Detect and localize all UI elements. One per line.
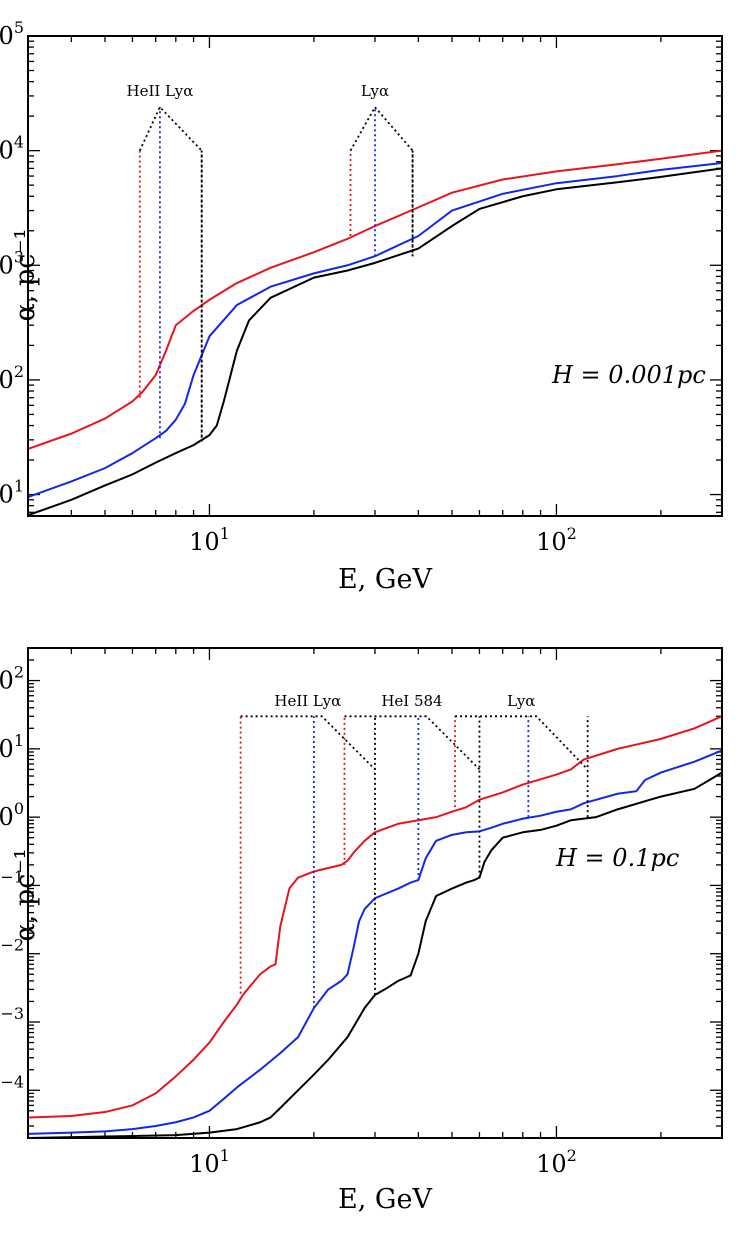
y-tick-label: 10−3 (0, 1004, 24, 1036)
marker-label: HeII Lyα (126, 82, 193, 100)
marker-label: HeII Lyα (274, 692, 341, 710)
tick-labels: 101 102 101 102 103 104 105 (0, 18, 577, 556)
line-markers: HeII Lyα Lyα (126, 82, 414, 442)
series-line-red (28, 149, 722, 450)
marker-bracket (349, 105, 414, 152)
x-tick-label: 102 (536, 524, 577, 556)
series-group (28, 715, 722, 1138)
marker-bracket (138, 105, 203, 152)
y-axis-label: α, pc⁻¹ (10, 849, 41, 942)
y-axis-label: α, pc⁻¹ (10, 229, 41, 322)
series-line-black (28, 771, 722, 1138)
y-tick-label: 10−2 (0, 936, 24, 968)
marker-label: HeI 584 (381, 692, 442, 710)
y-tick-label: 101 (0, 477, 24, 509)
x-tick-label: 102 (536, 1146, 577, 1178)
series-line-blue (28, 162, 722, 499)
y-tick-label: 105 (0, 18, 24, 50)
marker-bracket (455, 715, 589, 771)
y-tick-label: 10−1 (0, 867, 24, 899)
x-axis-label: E, GeV (338, 564, 432, 595)
panel-annotation: H = 0.1pc (555, 844, 679, 872)
x-tick-label: 101 (189, 524, 230, 556)
y-tick-label: 100 (0, 799, 24, 831)
marker-bracket (240, 715, 376, 771)
y-tick-label: 102 (0, 663, 24, 695)
x-axis-label: E, GeV (338, 1184, 432, 1215)
marker-bracket (344, 715, 481, 771)
y-tick-label: 104 (0, 133, 24, 165)
panel-annotation: H = 0.001pc (551, 361, 706, 389)
y-tick-label: 101 (0, 731, 24, 763)
marker-label: Lyα (507, 692, 535, 710)
series-line-black (28, 167, 722, 516)
plot-frame (27, 647, 723, 1139)
series-line-blue (28, 749, 722, 1135)
y-tick-label: 102 (0, 362, 24, 394)
y-tick-label: 103 (0, 247, 24, 279)
tick-labels: 101 102 10−4 10−3 10−2 10−1 100 101 102 (0, 663, 577, 1178)
marker-label: Lyα (361, 82, 389, 100)
panel-top: HeII Lyα Lyα 101 102 101 102 103 104 105 E, GeV α,… (0, 18, 723, 595)
y-tick-label: 10−4 (0, 1072, 24, 1104)
x-tick-label: 101 (189, 1146, 230, 1178)
series-group (28, 149, 722, 516)
plot-frame (27, 35, 723, 517)
panel-bottom: HeII Lyα HeI 584 Lyα 101 102 10−4 10−3 10−2 10−1… (0, 647, 723, 1215)
line-markers: HeII Lyα HeI 584 Lyα (239, 692, 589, 1009)
series-line-red (28, 715, 722, 1119)
